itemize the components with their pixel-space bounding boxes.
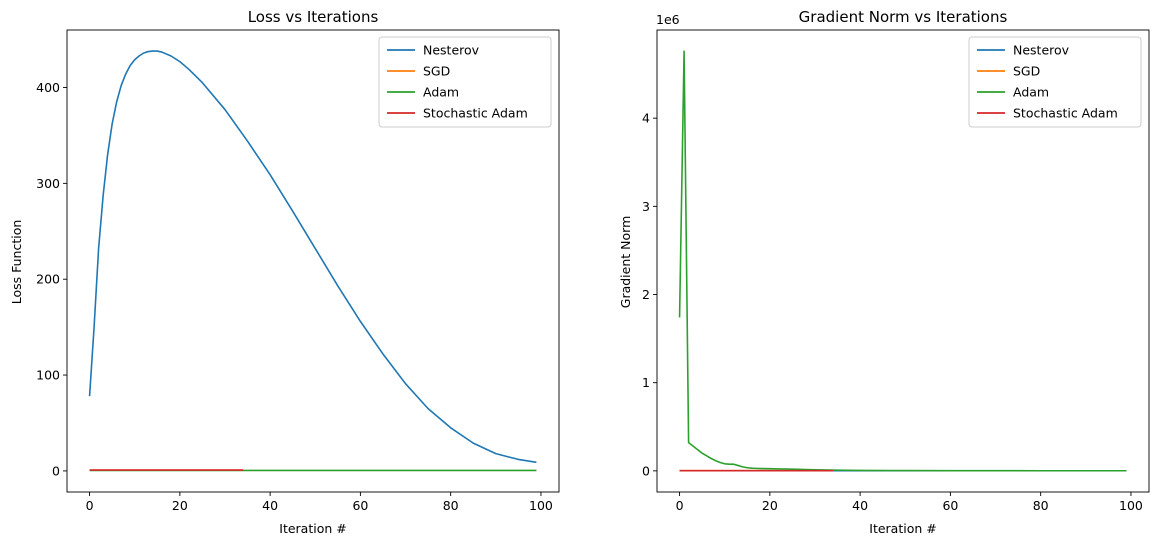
loss-chart-x-tick-label: 60 [352,498,368,513]
gradient-chart-series-adam-line [678,50,1127,472]
gradient-chart-ylabel: Gradient Norm [618,216,633,308]
gradient-chart-legend-label: Adam [1013,85,1049,100]
loss-chart-x-tick-label: 80 [443,498,459,513]
loss-chart-plot-area [88,50,537,472]
loss-chart-xlabel: Iteration # [279,521,346,536]
gradient-chart-x-tick-label: 20 [762,498,778,513]
gradient-chart-x-tick-label: 80 [1033,498,1049,513]
gradient-chart-y-tick-label: 4 [642,111,650,126]
gradient-chart-x-tick-label: 100 [1119,498,1143,513]
loss-chart-x-tick-label: 0 [86,498,94,513]
loss-chart-y-tick-label: 100 [36,368,60,383]
loss-chart-y-tick-label: 300 [36,176,60,191]
gradient-chart-y-tick-label: 3 [642,199,650,214]
gradient-chart-x-tick-label: 40 [852,498,868,513]
gradient-chart-x-tick-label: 0 [676,498,684,513]
gradient-chart-x-tick-label: 60 [942,498,958,513]
gradient-chart-y-tick-label: 2 [642,287,650,302]
loss-chart-series-nesterov-line [88,50,537,464]
gradient-chart-y-tick-label: 1 [642,375,650,390]
loss-chart-legend-label: SGD [423,64,450,79]
loss-chart-x-tick-label: 40 [262,498,278,513]
loss-chart-x-tick-label: 100 [529,498,553,513]
loss-chart-y-tick-label: 400 [36,80,60,95]
loss-chart-y-tick-label: 200 [36,272,60,287]
gradient-chart-axes-frame [656,29,1150,493]
loss-chart-legend: Nesterov SGD Adam Stochastic Adam [378,36,552,128]
loss-chart-legend-label: Stochastic Adam [423,106,528,121]
gradient-chart-xlabel: Iteration # [869,521,936,536]
gradient-chart: Gradient Norm vs Iterations Iteration # … [618,8,1150,536]
loss-chart-legend-label: Nesterov [423,43,480,58]
loss-chart-legend-box [378,36,552,128]
gradient-chart-legend-label: Nesterov [1013,43,1070,58]
loss-chart-ylabel: Loss Function [9,220,24,305]
loss-chart-title: Loss vs Iterations [248,8,379,26]
gradient-chart-plot-area [678,50,1127,472]
gradient-chart-legend: Nesterov SGD Adam Stochastic Adam [968,36,1142,128]
gradient-chart-legend-label: SGD [1013,64,1040,79]
loss-chart: Loss vs Iterations Iteration # Loss Func… [9,8,560,536]
gradient-chart-offset-label: 1e6 [656,12,680,27]
gradient-chart-legend-label: Stochastic Adam [1013,106,1118,121]
gradient-chart-legend-box [968,36,1142,128]
loss-chart-legend-label: Adam [423,85,459,100]
loss-chart-y-tick-label: 0 [52,463,60,478]
loss-chart-axes-frame [66,29,560,493]
gradient-chart-title: Gradient Norm vs Iterations [799,8,1008,26]
loss-chart-x-tick-label: 20 [172,498,188,513]
gradient-chart-y-tick-label: 0 [642,463,650,478]
